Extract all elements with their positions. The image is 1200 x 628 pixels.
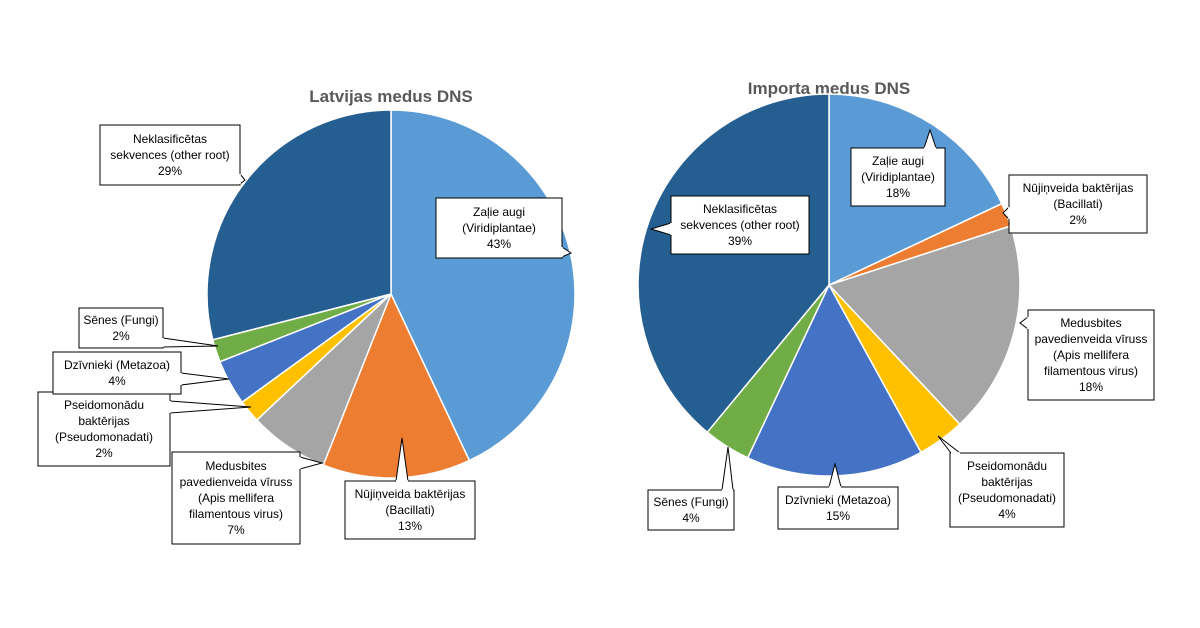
data-label-unclassified: Neklasificētas sekvences (other root) 29% <box>110 132 229 178</box>
data-label-line: Sēnes (Fungi) <box>653 495 728 509</box>
callout-box-green-plants <box>435 197 563 259</box>
data-label-metazoa: Dzīvnieki (Metazoa) 4% <box>64 358 170 388</box>
data-label-line: filamentous virus) <box>1044 364 1138 378</box>
data-label-line: 4% <box>998 507 1016 521</box>
data-label-line: 18% <box>1079 380 1103 394</box>
data-label-bee-virus: Medusbites pavedienveida vīruss (Apis mell… <box>180 459 293 537</box>
data-label-bacillati: Nūjiņveida baktērijas (Bacillati) 2% <box>1023 181 1134 227</box>
data-label-line: Nūjiņveida baktērijas <box>1023 181 1134 195</box>
data-label-line: (Viridiplantae) <box>462 221 536 235</box>
left-pie-callouts: Zaļie augi (Viridiplantae) 43% Nūjiņveida b… <box>37 124 573 545</box>
callout-box-fungi <box>78 307 164 349</box>
data-label-line: 39% <box>728 234 752 248</box>
right-pie <box>637 93 1021 477</box>
callout-box-unclassified <box>99 124 241 186</box>
data-label-line: 2% <box>95 446 113 460</box>
data-label-line: baktērijas <box>981 475 1032 489</box>
callout-box-bee-virus <box>1027 309 1155 401</box>
data-label-line: (Apis mellifera <box>1053 348 1129 362</box>
callout-box-metazoa <box>52 351 182 395</box>
data-label-line: 15% <box>826 509 850 523</box>
pie-slice-unclassified <box>206 109 392 341</box>
pie-slice-bee-virus <box>827 225 1021 426</box>
data-label-line: baktērijas <box>78 414 129 428</box>
callout-box-metazoa <box>777 486 899 530</box>
callout-pointer-metazoa <box>180 372 230 386</box>
data-label-line: 2% <box>112 329 130 343</box>
pie-slice-unclassified <box>637 93 830 434</box>
data-label-unclassified: Neklasificētas sekvences (other root) 39% <box>680 202 799 248</box>
data-label-line: Neklasificētas <box>703 202 777 216</box>
data-label-green-plants: Zaļie augi (Viridiplantae) 43% <box>462 205 536 251</box>
data-label-fungi: Sēnes (Fungi) 2% <box>83 313 158 343</box>
data-label-line: (Bacillati) <box>1053 197 1102 211</box>
right-pie-callouts: Zaļie augi (Viridiplantae) 18% Nūjiņveida b… <box>647 128 1155 531</box>
data-label-pseudomonadati: Pseidomonādu baktērijas (Pseudomonadati) 4% <box>958 459 1056 521</box>
callout-box-bacillati <box>1008 174 1148 234</box>
right-chart-title: Importa medus DNS <box>748 79 910 98</box>
data-label-line: Medusbites <box>205 459 266 473</box>
data-label-line: Pseidomonādu <box>64 398 144 412</box>
left-chart-title: Latvijas medus DNS <box>309 87 472 106</box>
callout-box-unclassified <box>670 195 810 255</box>
data-label-green-plants: Zaļie augi (Viridiplantae) 18% <box>861 154 935 200</box>
callout-box-fungi <box>647 489 735 531</box>
data-label-line: (Pseudomonadati) <box>55 430 153 444</box>
callout-box-green-plants <box>850 147 946 207</box>
data-label-line: Sēnes (Fungi) <box>83 313 158 327</box>
data-label-line: pavedienveida vīruss <box>1035 332 1148 346</box>
data-label-line: filamentous virus) <box>189 507 283 521</box>
data-label-line: 13% <box>398 519 422 533</box>
data-label-line: (Viridiplantae) <box>861 170 935 184</box>
data-label-line: Dzīvnieki (Metazoa) <box>785 493 891 507</box>
callout-box-pseudomonadati <box>37 391 171 467</box>
callout-box-bacillati <box>344 480 476 540</box>
left-pie <box>206 109 576 479</box>
data-label-line: Medusbites <box>1060 316 1121 330</box>
data-label-fungi: Sēnes (Fungi) 4% <box>653 495 728 525</box>
data-label-bacillati: Nūjiņveida baktērijas (Bacillati) 13% <box>355 487 466 533</box>
data-label-line: 2% <box>1069 213 1087 227</box>
data-label-line: sekvences (other root) <box>110 148 229 162</box>
callout-pointer-fungi <box>162 337 219 348</box>
callout-pointer-pseudomonadati <box>937 435 962 454</box>
data-label-line: 18% <box>886 186 910 200</box>
data-label-line: Zaļie augi <box>872 154 924 168</box>
data-label-line: 43% <box>487 237 511 251</box>
callout-pointer-pseudomonadati <box>169 400 252 414</box>
callout-box-bee-virus <box>171 451 301 545</box>
data-label-line: pavedienveida vīruss <box>180 475 293 489</box>
data-label-bee-virus: Medusbites pavedienveida vīruss (Apis mell… <box>1035 316 1148 394</box>
callout-box-pseudomonadati <box>949 452 1065 528</box>
data-label-line: 4% <box>108 374 126 388</box>
data-label-line: 7% <box>227 523 245 537</box>
data-label-line: 29% <box>158 164 182 178</box>
data-label-line: Nūjiņveida baktērijas <box>355 487 466 501</box>
data-label-line: Dzīvnieki (Metazoa) <box>64 358 170 372</box>
data-label-line: Pseidomonādu <box>967 459 1047 473</box>
data-label-line: Zaļie augi <box>473 205 525 219</box>
data-label-line: sekvences (other root) <box>680 218 799 232</box>
data-label-line: Neklasificētas <box>133 132 207 146</box>
callout-pointer-fungi <box>721 446 734 491</box>
callout-pointer-bee-virus <box>1019 316 1029 330</box>
data-label-line: (Pseudomonadati) <box>958 491 1056 505</box>
data-label-line: (Bacillati) <box>385 503 434 517</box>
data-label-metazoa: Dzīvnieki (Metazoa) 15% <box>785 493 891 523</box>
data-label-line: 4% <box>682 511 700 525</box>
data-label-line: (Apis mellifera <box>198 491 274 505</box>
data-label-pseudomonadati: Pseidomonādu baktērijas (Pseudomonadati) 2% <box>55 398 153 460</box>
